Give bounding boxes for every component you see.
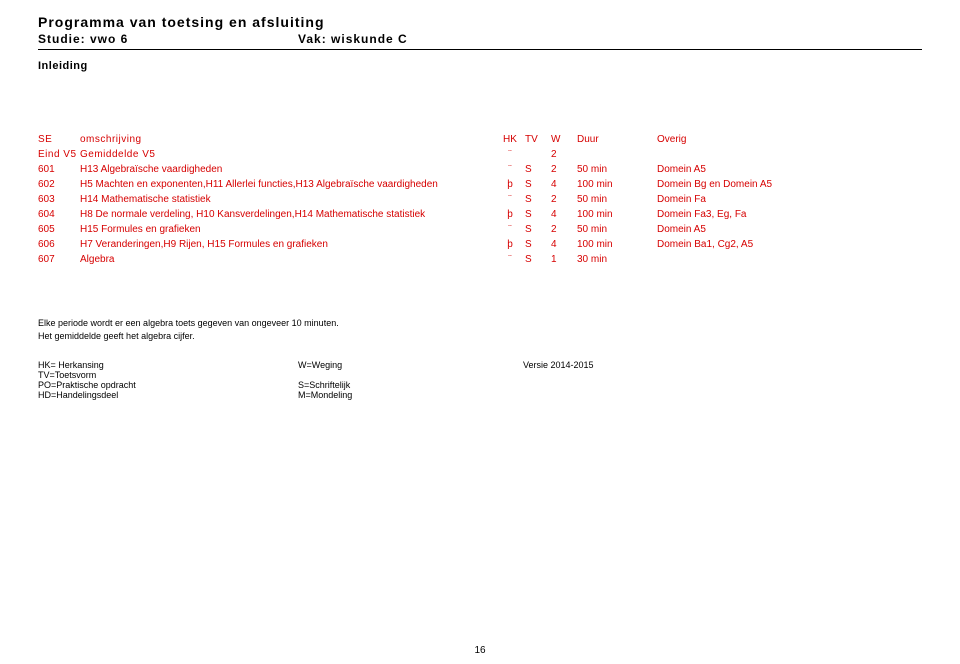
- cell-hk: þ: [495, 237, 525, 252]
- cell-w: 1: [551, 252, 577, 267]
- legend: HK= Herkansing TV=Toetsvorm PO=Praktisch…: [38, 360, 922, 400]
- col-w: W: [551, 132, 577, 147]
- note-line: Het gemiddelde geeft het algebra cijfer.: [38, 330, 922, 343]
- cell-w: 2: [551, 222, 577, 237]
- cell-desc: Algebra: [80, 252, 495, 267]
- cell-duur: 50 min: [577, 222, 657, 237]
- col-hk: HK: [495, 132, 525, 147]
- cell-duur: 100 min: [577, 237, 657, 252]
- table-row: 605H15 Formules en grafieken¨S250 minDom…: [38, 222, 922, 237]
- legend-s: S=Schriftelijk: [298, 380, 523, 390]
- cell-desc: H7 Veranderingen,H9 Rijen, H15 Formules …: [80, 237, 495, 252]
- legend-m: M=Mondeling: [298, 390, 523, 400]
- col-desc: omschrijving: [80, 132, 495, 147]
- legend-hd: HD=Handelingsdeel: [38, 390, 298, 400]
- cell-over: [657, 252, 922, 267]
- assessment-table: SE omschrijving HK TV W Duur Overig Eind…: [38, 132, 922, 267]
- cell-duur: 100 min: [577, 177, 657, 192]
- cell-code: 606: [38, 237, 80, 252]
- cell-over: Domein A5: [657, 162, 922, 177]
- col-tv: TV: [525, 132, 551, 147]
- note-line: Elke periode wordt er een algebra toets …: [38, 317, 922, 330]
- eind-w: 2: [551, 147, 577, 162]
- eind-desc: Gemiddelde V5: [80, 147, 495, 162]
- legend-blank: [298, 370, 523, 380]
- cell-code: 605: [38, 222, 80, 237]
- cell-code: 604: [38, 207, 80, 222]
- cell-desc: H5 Machten en exponenten,H11 Allerlei fu…: [80, 177, 495, 192]
- cell-duur: 50 min: [577, 162, 657, 177]
- cell-w: 2: [551, 162, 577, 177]
- cell-code: 602: [38, 177, 80, 192]
- cell-duur: 50 min: [577, 192, 657, 207]
- legend-w: W=Weging: [298, 360, 523, 370]
- intro-heading: Inleiding: [38, 60, 922, 72]
- cell-code: 607: [38, 252, 80, 267]
- cell-hk: þ: [495, 207, 525, 222]
- subheader-row: Studie: vwo 6 Vak: wiskunde C: [38, 32, 922, 50]
- page-number: 16: [0, 645, 960, 656]
- cell-w: 4: [551, 177, 577, 192]
- cell-hk: þ: [495, 177, 525, 192]
- page-title: Programma van toetsing en afsluiting: [38, 14, 922, 30]
- col-se: SE: [38, 132, 80, 147]
- footnote: Elke periode wordt er een algebra toets …: [38, 317, 922, 342]
- table-row: 606H7 Veranderingen,H9 Rijen, H15 Formul…: [38, 237, 922, 252]
- cell-tv: S: [525, 237, 551, 252]
- cell-w: 4: [551, 237, 577, 252]
- col-duur: Duur: [577, 132, 657, 147]
- cell-hk: ¨: [495, 252, 525, 267]
- cell-code: 601: [38, 162, 80, 177]
- cell-code: 603: [38, 192, 80, 207]
- legend-tv: TV=Toetsvorm: [38, 370, 298, 380]
- legend-versie: Versie 2014-2015: [523, 360, 594, 370]
- cell-over: Domein Ba1, Cg2, A5: [657, 237, 922, 252]
- eind-hk: ¨: [495, 147, 525, 162]
- subject-label: Vak: wiskunde C: [298, 32, 408, 49]
- table-row: 601H13 Algebraïsche vaardigheden¨S250 mi…: [38, 162, 922, 177]
- table-eind-row: Eind V5 Gemiddelde V5 ¨ 2: [38, 147, 922, 162]
- cell-tv: S: [525, 162, 551, 177]
- cell-tv: S: [525, 177, 551, 192]
- cell-desc: H13 Algebraïsche vaardigheden: [80, 162, 495, 177]
- cell-hk: ¨: [495, 192, 525, 207]
- cell-hk: ¨: [495, 222, 525, 237]
- eind-tv: [525, 147, 551, 162]
- col-over: Overig: [657, 132, 922, 147]
- cell-tv: S: [525, 222, 551, 237]
- table-row: 607Algebra¨S130 min: [38, 252, 922, 267]
- cell-w: 4: [551, 207, 577, 222]
- table-row: 604H8 De normale verdeling, H10 Kansverd…: [38, 207, 922, 222]
- cell-desc: H8 De normale verdeling, H10 Kansverdeli…: [80, 207, 495, 222]
- eind-code: Eind V5: [38, 147, 80, 162]
- table-row: 602H5 Machten en exponenten,H11 Allerlei…: [38, 177, 922, 192]
- cell-desc: H14 Mathematische statistiek: [80, 192, 495, 207]
- cell-over: Domein Bg en Domein A5: [657, 177, 922, 192]
- cell-w: 2: [551, 192, 577, 207]
- cell-duur: 30 min: [577, 252, 657, 267]
- cell-desc: H15 Formules en grafieken: [80, 222, 495, 237]
- cell-tv: S: [525, 207, 551, 222]
- cell-over: Domein A5: [657, 222, 922, 237]
- legend-hk: HK= Herkansing: [38, 360, 298, 370]
- table-header-row: SE omschrijving HK TV W Duur Overig: [38, 132, 922, 147]
- cell-over: Domein Fa3, Eg, Fa: [657, 207, 922, 222]
- study-label: Studie: vwo 6: [38, 32, 298, 49]
- cell-tv: S: [525, 252, 551, 267]
- cell-over: Domein Fa: [657, 192, 922, 207]
- table-row: 603H14 Mathematische statistiek¨S250 min…: [38, 192, 922, 207]
- cell-tv: S: [525, 192, 551, 207]
- cell-duur: 100 min: [577, 207, 657, 222]
- cell-hk: ¨: [495, 162, 525, 177]
- legend-po: PO=Praktische opdracht: [38, 380, 298, 390]
